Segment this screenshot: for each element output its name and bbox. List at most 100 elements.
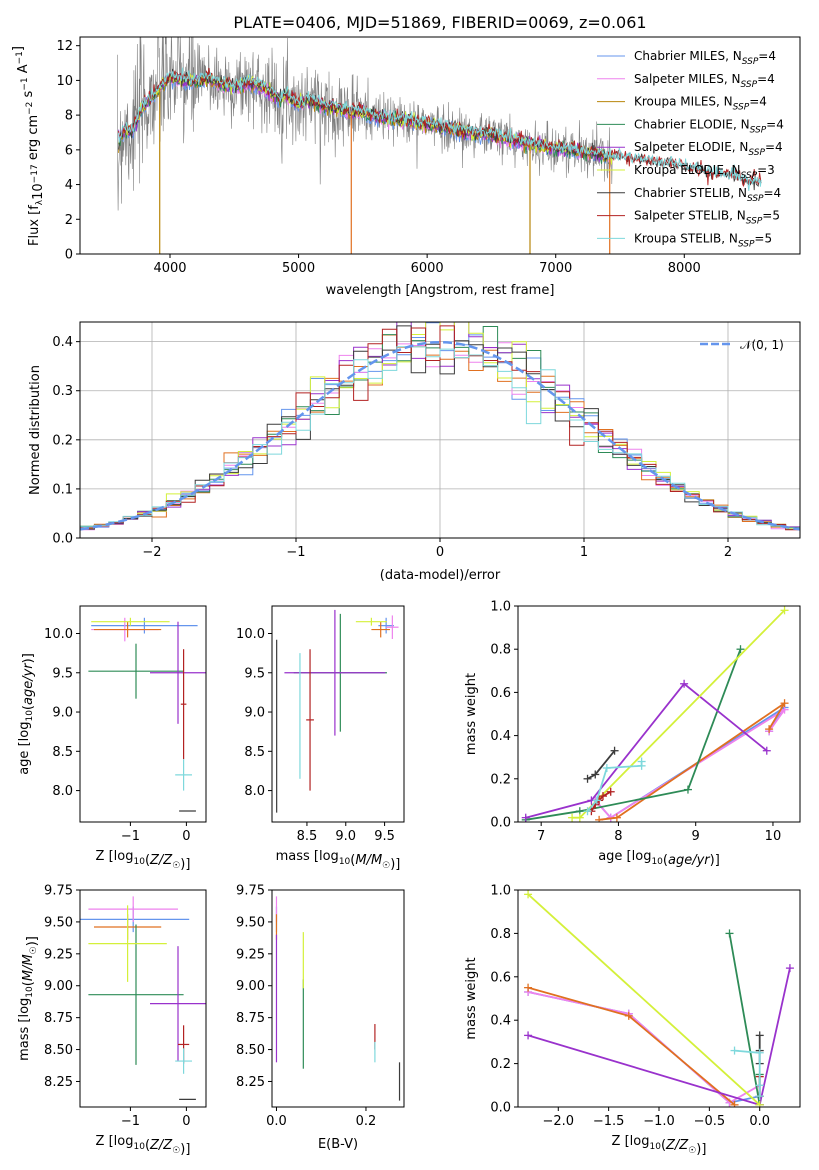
error-bar-point — [91, 617, 170, 626]
y-tick-label: 0.4 — [490, 729, 511, 744]
error-bar-point — [355, 617, 387, 626]
y-tick-label: 0.2 — [52, 433, 73, 448]
spectrum-plot-area — [117, 37, 762, 254]
mass-weight-marker — [755, 1092, 764, 1101]
age-vs-Z-panel: −1 0 8.0 8.5 9.0 9.5 10.0 — [44, 605, 207, 844]
y-tick-label: 8.75 — [236, 1011, 265, 1026]
y-tick-label: 9.25 — [44, 947, 73, 962]
mass-weight-marker — [755, 1031, 764, 1040]
x-tick-label: −1.5 — [593, 1114, 625, 1129]
axes-frame — [271, 889, 405, 1108]
y-tick-label: 10 — [56, 74, 73, 89]
x-tick-label: −1.0 — [643, 1114, 675, 1129]
residuals-plot-area — [80, 322, 800, 538]
legend-label: 𝒩(0, 1) — [740, 338, 784, 352]
y-tick-label: 0.6 — [490, 970, 511, 985]
x-tick-label: 0.0 — [266, 1114, 287, 1129]
x-tick-label: 1 — [580, 545, 588, 560]
error-bar-point — [371, 621, 391, 638]
y-tick-label: 9.00 — [236, 979, 265, 994]
legend-label: Salpeter STELIB, NSSP=5 — [634, 209, 780, 227]
error-bar-point — [88, 896, 178, 922]
legend-label: Salpeter ELODIE, NSSP=4 — [634, 140, 783, 158]
y-tick-label: 0.0 — [52, 532, 73, 547]
y-tick-label: 0.2 — [490, 772, 511, 787]
mass-weight-series-2 — [598, 702, 786, 821]
y-tick-label: 8.5 — [244, 745, 265, 760]
error-bar-point — [180, 649, 187, 760]
x-tick-label: −2 — [142, 545, 161, 560]
mass-weight-marker — [762, 746, 771, 755]
y-tick-label: 8.75 — [44, 1011, 73, 1026]
y-axis-label: mass weight — [464, 673, 479, 755]
mass-vs-Z-panel: −1 0 8.25 8.50 8.75 9.00 9.25 9.50 9.75 — [44, 884, 207, 1129]
y-tick-label: 8.50 — [236, 1043, 265, 1058]
legend-label: Kroupa MILES, NSSP=4 — [634, 95, 767, 113]
y-tick-label: 0.8 — [490, 643, 511, 658]
x-tick-label: 9.5 — [374, 829, 395, 844]
x-axis-label: Z [log10(Z/Z☉)] — [612, 1134, 707, 1157]
error-bar-point — [88, 905, 167, 982]
x-tick-label: 2 — [724, 545, 732, 560]
mass-weight-marker — [725, 929, 734, 938]
y-tick-label: 0.0 — [490, 1101, 511, 1116]
y-tick-label: 9.75 — [44, 884, 73, 899]
y-tick-label: 0 — [65, 248, 73, 263]
y-tick-label: 0.0 — [490, 816, 511, 831]
y-tick-label: 0.8 — [490, 927, 511, 942]
error-bar-point — [91, 617, 198, 634]
x-axis-label: Z [log10(Z/Z☉)] — [96, 1134, 191, 1157]
mass-weight-marker — [606, 787, 615, 796]
y-tick-label: 9.5 — [52, 666, 73, 681]
y-tick-label: 8.5 — [52, 745, 73, 760]
mass-weight-series-4 — [525, 682, 768, 819]
mass-weight-marker — [755, 1048, 764, 1057]
mass-weight-marker — [602, 764, 611, 772]
y-tick-label: 2 — [65, 213, 73, 228]
error-bar-point — [306, 649, 314, 791]
x-tick-label: 0 — [436, 545, 444, 560]
error-bar-point — [150, 946, 206, 1062]
x-axis-label: mass [log10(M/M☉)] — [276, 849, 401, 872]
mass-weight-marker — [612, 813, 621, 822]
mass-weight-vs-Z-plot-area — [524, 890, 794, 1107]
error-bar-point — [386, 615, 399, 639]
y-tick-label: 0.6 — [490, 686, 511, 701]
x-tick-label: −1 — [121, 1114, 140, 1129]
x-tick-label: 0 — [182, 829, 190, 844]
axes-frame — [79, 605, 207, 823]
mass-weight-marker — [683, 785, 692, 794]
mass-weight-marker — [780, 699, 789, 708]
x-tick-label: 7000 — [539, 261, 572, 276]
y-tick-label: 9.5 — [244, 666, 265, 681]
x-tick-label: 9 — [692, 829, 700, 844]
y-axis-label: Flux [fλ10−17 erg cm−2 s−1 A−1] — [11, 46, 46, 246]
residual-histogram-8 — [80, 346, 800, 533]
y-tick-label: 0.3 — [52, 384, 73, 399]
y-tick-label: 8.25 — [44, 1075, 73, 1090]
x-tick-label: 0.2 — [356, 1114, 377, 1129]
model-spectrum-8 — [118, 67, 762, 192]
x-axis-label: age [log10(age/yr)] — [598, 849, 720, 868]
y-tick-label: 9.50 — [44, 915, 73, 930]
legend-label: Kroupa STELIB, NSSP=5 — [634, 231, 772, 249]
mass-weight-marker — [780, 606, 789, 615]
mass-weight-marker — [610, 746, 619, 755]
x-tick-label: −1 — [121, 829, 140, 844]
x-tick-label: 6000 — [411, 261, 444, 276]
mass-weight-marker — [680, 679, 689, 688]
error-bar-point — [150, 621, 206, 724]
y-axis-label: mass weight — [464, 957, 479, 1039]
error-bar-point — [284, 609, 386, 736]
y-tick-label: 8 — [65, 109, 73, 124]
mass-weight-series-5 — [527, 893, 761, 1106]
mass-weight-series-0 — [527, 991, 760, 1104]
x-tick-label: 0.0 — [749, 1114, 770, 1129]
y-tick-label: 0.4 — [52, 335, 73, 350]
mass-weight-marker — [624, 1011, 633, 1020]
y-tick-label: 9.0 — [52, 706, 73, 721]
x-tick-label: 8.5 — [297, 829, 318, 844]
x-tick-label: −2.0 — [542, 1114, 574, 1129]
mass-weight-marker — [730, 1046, 739, 1055]
age-vs-mass-plot-area — [276, 609, 399, 813]
